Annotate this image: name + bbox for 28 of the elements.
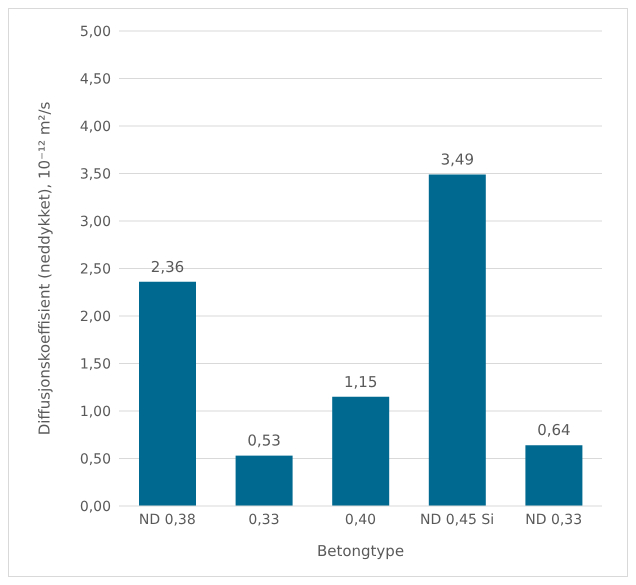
bar [139, 282, 196, 506]
data-label: 0,53 [247, 432, 281, 450]
bar [236, 456, 293, 506]
y-axis-title: Diffusjonskoeffisient (neddykket), 10⁻¹² m²/s [35, 102, 54, 436]
x-tick-label: 0,40 [344, 512, 376, 528]
bar [332, 396, 390, 506]
x-tick-label: ND 0,33 [525, 512, 582, 528]
y-tick-label: 2,00 [80, 308, 111, 325]
bar [428, 174, 486, 506]
data-label: 1,15 [344, 372, 378, 391]
data-label: 0,64 [537, 421, 571, 440]
x-axis-title: Betongtype [316, 542, 404, 560]
y-tick-label: 0,00 [80, 498, 111, 515]
x-tick-label: ND 0,45 Si [420, 512, 494, 528]
y-tick-label: 2,50 [80, 261, 111, 278]
y-tick-label: 0,50 [80, 451, 111, 468]
y-tick-label: 4,50 [80, 71, 111, 88]
data-label: 3,49 [440, 150, 474, 168]
y-tick-label: 1,50 [80, 356, 111, 372]
x-tick-label: 0,33 [248, 512, 280, 528]
y-tick-label: 4,00 [80, 118, 111, 135]
y-tick-label: 3,00 [80, 214, 111, 230]
y-tick-label: 1,00 [80, 404, 111, 420]
bar [525, 445, 582, 506]
data-label: 2,36 [150, 258, 184, 276]
y-tick-label: 5,00 [80, 24, 111, 40]
y-tick-label: 3,50 [80, 166, 111, 182]
x-tick-label: ND 0,38 [138, 512, 196, 528]
